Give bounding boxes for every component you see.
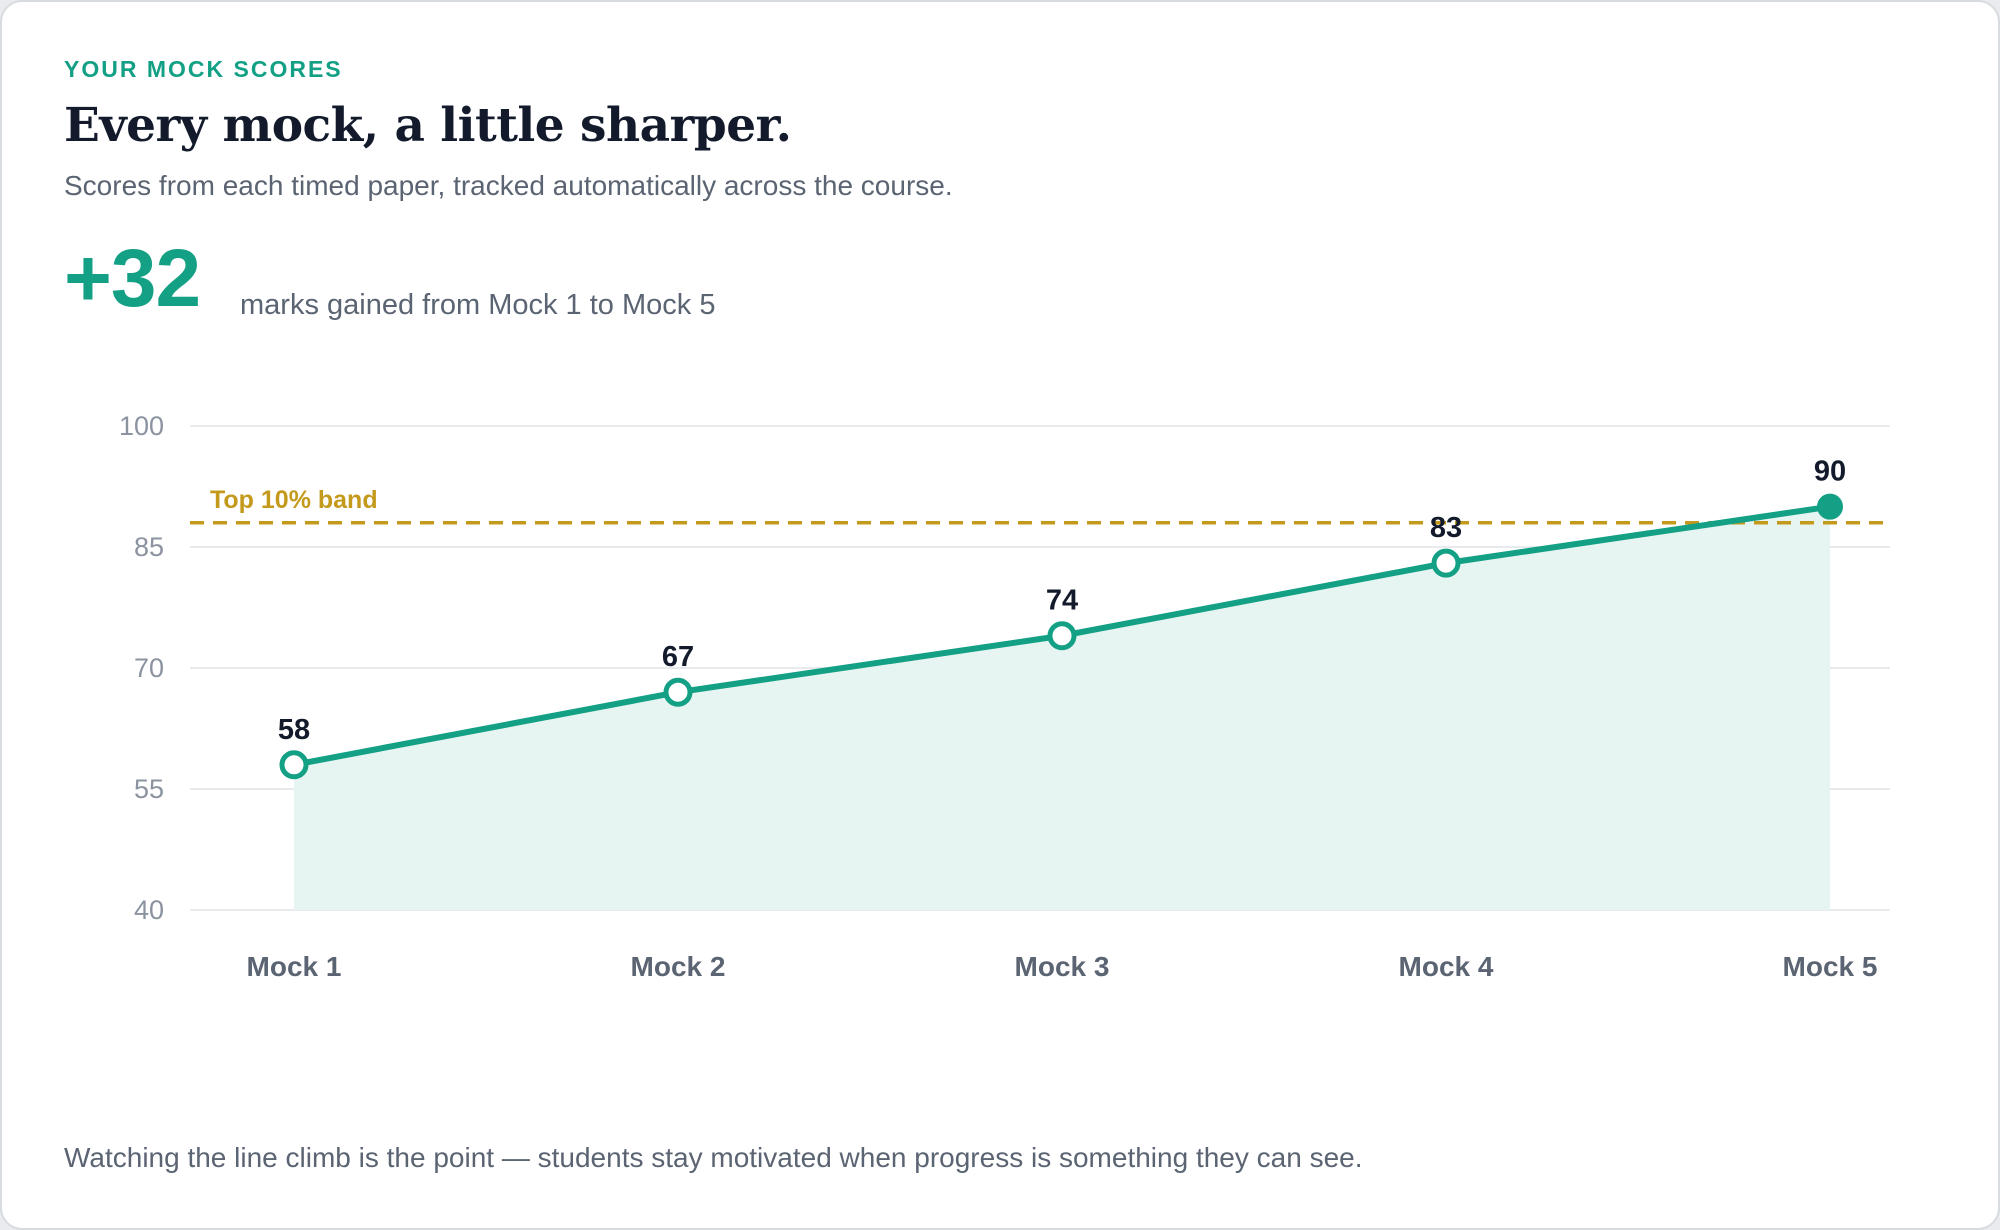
data-point <box>1047 621 1077 651</box>
eyebrow-label: YOUR MOCK SCORES <box>64 56 343 82</box>
data-label: 90 <box>1814 456 1846 488</box>
page-subtitle: Scores from each timed paper, tracked au… <box>64 170 953 201</box>
y-tick-label: 40 <box>134 895 164 925</box>
data-point <box>1817 493 1843 520</box>
page-title: Every mock, a little sharper. <box>64 98 792 153</box>
label-layer: 40 55 70 85 100 Top 10% band 58 Mock 1 67 Mock 2 7… <box>119 411 1878 982</box>
gain-stat-caption: marks gained from Mock 1 to Mock 5 <box>240 289 716 321</box>
data-label: 83 <box>1430 512 1462 544</box>
data-point <box>663 677 693 707</box>
data-point <box>1431 548 1461 578</box>
y-tick-label: 70 <box>134 653 164 683</box>
point-layer <box>279 493 1843 780</box>
y-tick-label: 100 <box>119 411 164 441</box>
data-label: 67 <box>662 641 694 673</box>
area-layer <box>294 506 1830 910</box>
x-category-label: Mock 5 <box>1783 951 1878 982</box>
footer-note: Watching the line climb is the point — s… <box>64 1142 1363 1173</box>
gain-stat-value: +32 <box>64 233 201 324</box>
y-tick-label: 55 <box>134 774 164 804</box>
series-area-fill <box>294 506 1830 910</box>
data-label: 58 <box>278 714 310 746</box>
y-tick-label: 85 <box>134 532 164 562</box>
data-label: 74 <box>1046 585 1078 617</box>
x-category-label: Mock 3 <box>1015 951 1110 982</box>
x-category-label: Mock 2 <box>631 951 726 982</box>
data-point <box>279 750 309 780</box>
reference-line-label: Top 10% band <box>210 486 378 514</box>
x-category-label: Mock 4 <box>1399 951 1494 982</box>
x-category-label: Mock 1 <box>247 951 342 982</box>
